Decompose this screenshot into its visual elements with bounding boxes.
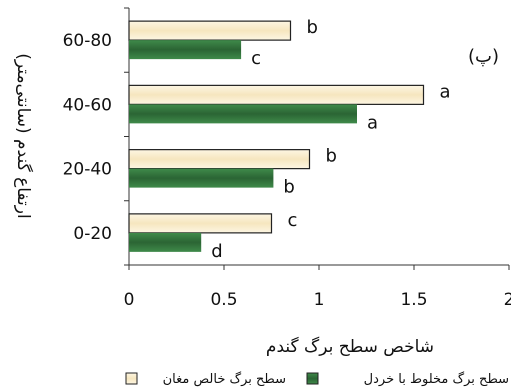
bar-mixed-20-40 — [129, 168, 274, 188]
x-tick-label: 1.5 — [400, 290, 427, 310]
bar-pure-20-40 — [128, 149, 311, 170]
x-tick-label: 1 — [314, 290, 325, 310]
bar-pure-60-80 — [128, 20, 292, 41]
bar-pure-40-60 — [128, 84, 425, 105]
x-tick-label: 0.5 — [210, 290, 237, 310]
x-tick-label: 2 — [504, 290, 511, 310]
y-tick-label: 0-20 — [73, 224, 112, 244]
significance-letter: d — [211, 241, 222, 262]
bar-mixed-40-60 — [129, 104, 357, 124]
legend-label-pure: سطح برگ خالص مغان — [163, 370, 286, 387]
panel-label: (پ) — [468, 46, 499, 67]
legend: سطح برگ مخلوط با خردل سطح برگ خالص مغان — [125, 370, 509, 387]
significance-letter: c — [251, 48, 261, 69]
legend-swatch-mixed — [306, 372, 319, 385]
y-tick-label: 60-80 — [63, 31, 112, 51]
significance-letter: b — [283, 177, 294, 198]
y-axis-title: ارتفاع گندم (سانتی‌متر) — [13, 53, 34, 218]
significance-letter: a — [367, 112, 378, 133]
significance-letter: a — [440, 81, 451, 102]
legend-swatch-pure — [125, 372, 138, 385]
significance-letter: c — [288, 210, 298, 231]
y-tick-label: 20-40 — [63, 160, 112, 180]
bar-pure-0-20 — [128, 213, 273, 234]
significance-letter: b — [307, 17, 318, 38]
legend-label-mixed: سطح برگ مخلوط با خردل — [364, 370, 509, 387]
x-axis-title: شاخص سطح برگ گندم — [266, 336, 434, 357]
bar-mixed-0-20 — [129, 232, 202, 252]
x-tick-label: 0 — [124, 290, 135, 310]
significance-letter: b — [326, 146, 337, 167]
y-tick-label: 40-60 — [63, 95, 112, 115]
bar-mixed-60-80 — [129, 40, 242, 60]
